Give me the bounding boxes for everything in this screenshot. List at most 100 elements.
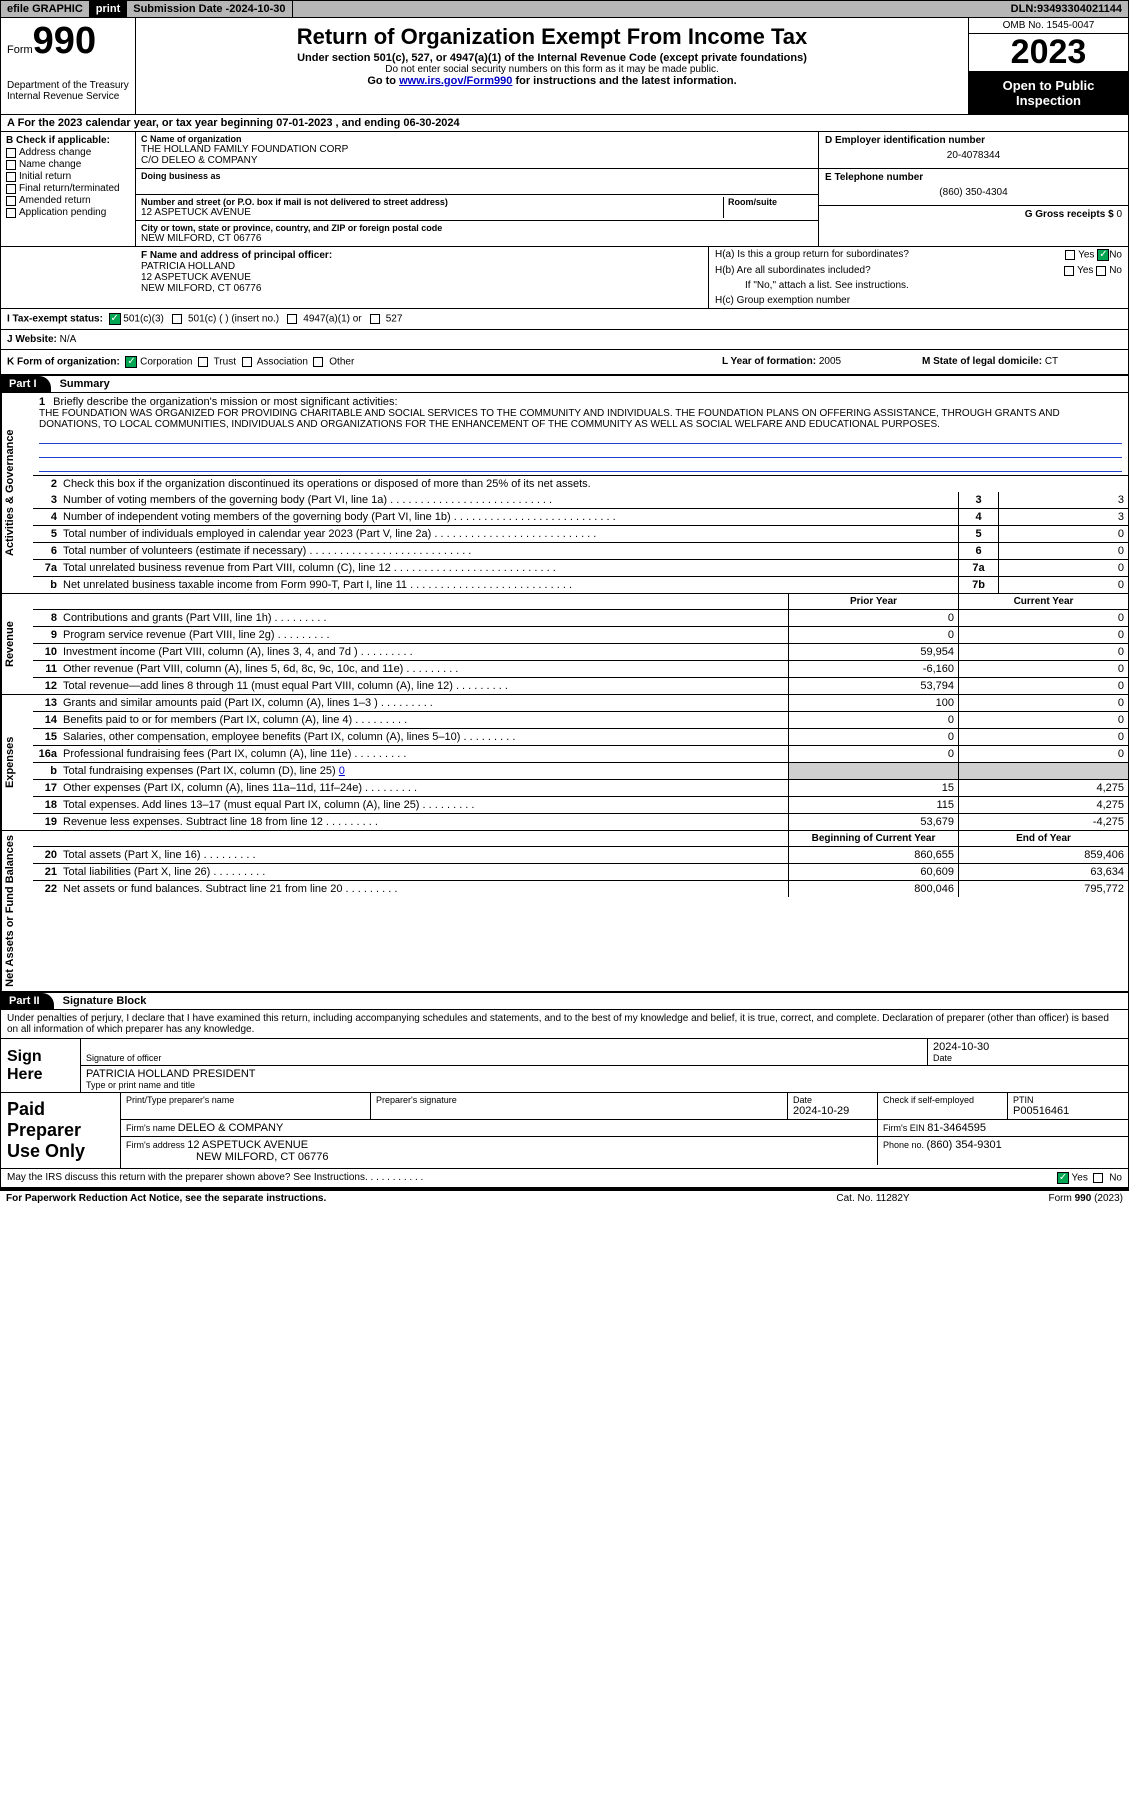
line-5: 5Total number of individuals employed in…: [33, 526, 1128, 543]
submission-date: Submission Date - 2024-10-30: [127, 1, 292, 17]
subtitle-1: Under section 501(c), 527, or 4947(a)(1)…: [142, 52, 962, 64]
form-title: Return of Organization Exempt From Incom…: [142, 24, 962, 50]
line-8: 8Contributions and grants (Part VIII, li…: [33, 610, 1128, 627]
line-2: 2 Check this box if the organization dis…: [33, 476, 1128, 492]
subtitle-2: Do not enter social security numbers on …: [142, 64, 962, 75]
col-h-group: H(a) Is this a group return for subordin…: [708, 247, 1128, 308]
col-de: D Employer identification number 20-4078…: [818, 132, 1128, 246]
section-net-assets: Net Assets or Fund Balances Beginning of…: [1, 831, 1128, 993]
line-4: 4Number of independent voting members of…: [33, 509, 1128, 526]
line-11: 11Other revenue (Part VIII, column (A), …: [33, 661, 1128, 678]
row-a-tax-year: A For the 2023 calendar year, or tax yea…: [1, 115, 1128, 132]
revenue-label: Revenue: [1, 594, 33, 694]
row-klm: K Form of organization: Corporation Trus…: [1, 350, 1128, 376]
section-governance: Activities & Governance 1Briefly describ…: [1, 393, 1128, 594]
corp-check[interactable]: [125, 356, 137, 368]
section-expenses: Expenses 13Grants and similar amounts pa…: [1, 695, 1128, 831]
line-15: 15Salaries, other compensation, employee…: [33, 729, 1128, 746]
cb-initial-return[interactable]: Initial return: [6, 171, 130, 182]
toolbar-spacer: [293, 1, 1005, 17]
instructions-link[interactable]: www.irs.gov/Form990: [399, 75, 512, 87]
line-6: 6Total number of volunteers (estimate if…: [33, 543, 1128, 560]
top-toolbar: efile GRAPHIC print Submission Date - 20…: [0, 0, 1129, 18]
line-19: 19Revenue less expenses. Subtract line 1…: [33, 814, 1128, 830]
line-20: 20Total assets (Part X, line 16) . . . .…: [33, 847, 1128, 864]
line-18: 18Total expenses. Add lines 13–17 (must …: [33, 797, 1128, 814]
sign-here-block: Sign Here Signature of officer 2024-10-3…: [1, 1039, 1128, 1093]
501c3-check[interactable]: [109, 313, 121, 325]
line-10: 10Investment income (Part VIII, column (…: [33, 644, 1128, 661]
form-title-box: Return of Organization Exempt From Incom…: [136, 18, 968, 114]
governance-label: Activities & Governance: [1, 393, 33, 593]
cat-no: Cat. No. 11282Y: [773, 1193, 973, 1204]
section-bcde: B Check if applicable: Address change Na…: [1, 132, 1128, 247]
form-year-box: OMB No. 1545-0047 2023 Open to Public In…: [968, 18, 1128, 114]
efile-label: efile GRAPHIC: [1, 1, 90, 17]
line-17: 17Other expenses (Part IX, column (A), l…: [33, 780, 1128, 797]
line-21: 21Total liabilities (Part X, line 26) . …: [33, 864, 1128, 881]
discuss-yes-check[interactable]: [1057, 1172, 1069, 1184]
cb-name-change[interactable]: Name change: [6, 159, 130, 170]
col-f-officer: F Name and address of principal officer:…: [1, 247, 708, 308]
irs-label: Internal Revenue Service: [7, 91, 129, 102]
line-14: 14Benefits paid to or for members (Part …: [33, 712, 1128, 729]
h-c: H(c) Group exemption number: [709, 293, 1128, 308]
city-cell: City or town, state or province, country…: [136, 221, 818, 246]
line-7b: bNet unrelated business taxable income f…: [33, 577, 1128, 593]
col-b-title: B Check if applicable:: [6, 135, 130, 146]
cb-final-return[interactable]: Final return/terminated: [6, 183, 130, 194]
section-revenue: Revenue Prior Year Current Year 8Contrib…: [1, 594, 1128, 695]
expenses-label: Expenses: [1, 695, 33, 830]
cb-address-change[interactable]: Address change: [6, 147, 130, 158]
h-b2: If "No," attach a list. See instructions…: [709, 278, 1128, 293]
line-12: 12Total revenue—add lines 8 through 11 (…: [33, 678, 1128, 694]
row-j: J Website: N/A: [1, 330, 1128, 350]
ha-no-check[interactable]: [1097, 249, 1109, 261]
h-a: H(a) Is this a group return for subordin…: [709, 247, 1128, 263]
ein-cell: D Employer identification number 20-4078…: [819, 132, 1128, 169]
dba-cell: Doing business as: [136, 169, 818, 195]
form-container: Form990 Department of the Treasury Inter…: [0, 18, 1129, 1190]
org-name-cell: C Name of organization THE HOLLAND FAMIL…: [136, 132, 818, 169]
line-16a: 16aProfessional fundraising fees (Part I…: [33, 746, 1128, 763]
omb-label: OMB No. 1545-0047: [969, 18, 1128, 34]
open-public-label: Open to Public Inspection: [969, 72, 1128, 114]
h-b: H(b) Are all subordinates included? Yes …: [709, 263, 1128, 278]
page-footer: For Paperwork Reduction Act Notice, see …: [0, 1190, 1129, 1206]
form-number-box: Form990 Department of the Treasury Inter…: [1, 18, 136, 114]
dept-label: Department of the Treasury: [7, 80, 129, 91]
form-header: Form990 Department of the Treasury Inter…: [1, 18, 1128, 115]
address-cell: Number and street (or P.O. box if mail i…: [136, 195, 818, 221]
gross-receipts-cell: G Gross receipts $ 0: [819, 206, 1128, 223]
part-1-header: Part I Summary: [1, 376, 1128, 393]
paperwork-notice: For Paperwork Reduction Act Notice, see …: [6, 1193, 773, 1204]
net-assets-label: Net Assets or Fund Balances: [1, 831, 33, 991]
col-c-org-info: C Name of organization THE HOLLAND FAMIL…: [136, 132, 818, 246]
perjury-statement: Under penalties of perjury, I declare th…: [1, 1010, 1128, 1039]
subtitle-3: Go to www.irs.gov/Form990 for instructio…: [142, 75, 962, 87]
net-header: Beginning of Current Year End of Year: [33, 831, 1128, 847]
line-3: 3Number of voting members of the governi…: [33, 492, 1128, 509]
discuss-row: May the IRS discuss this return with the…: [1, 1169, 1128, 1189]
line-7a: 7aTotal unrelated business revenue from …: [33, 560, 1128, 577]
dln-label: DLN: 93493304021144: [1005, 1, 1128, 17]
cb-application-pending[interactable]: Application pending: [6, 207, 130, 218]
line-13: 13Grants and similar amounts paid (Part …: [33, 695, 1128, 712]
line-22: 22Net assets or fund balances. Subtract …: [33, 881, 1128, 897]
revenue-header: Prior Year Current Year: [33, 594, 1128, 610]
tax-year: 2023: [969, 34, 1128, 72]
row-i: I Tax-exempt status: 501(c)(3) 501(c) ( …: [1, 309, 1128, 330]
part-2-header: Part II Signature Block: [1, 993, 1128, 1010]
paid-preparer-block: Paid Preparer Use Only Print/Type prepar…: [1, 1093, 1128, 1169]
cb-amended-return[interactable]: Amended return: [6, 195, 130, 206]
line16b-link[interactable]: 0: [339, 765, 345, 777]
paid-preparer-label: Paid Preparer Use Only: [1, 1093, 121, 1168]
form-ref: Form 990 (2023): [973, 1193, 1123, 1204]
line-9: 9Program service revenue (Part VIII, lin…: [33, 627, 1128, 644]
sign-here-label: Sign Here: [1, 1039, 81, 1092]
mission-block: 1Briefly describe the organization's mis…: [33, 393, 1128, 476]
col-b-checkboxes: B Check if applicable: Address change Na…: [1, 132, 136, 246]
print-button[interactable]: print: [90, 1, 127, 17]
phone-cell: E Telephone number (860) 350-4304: [819, 169, 1128, 206]
section-fh: F Name and address of principal officer:…: [1, 247, 1128, 309]
